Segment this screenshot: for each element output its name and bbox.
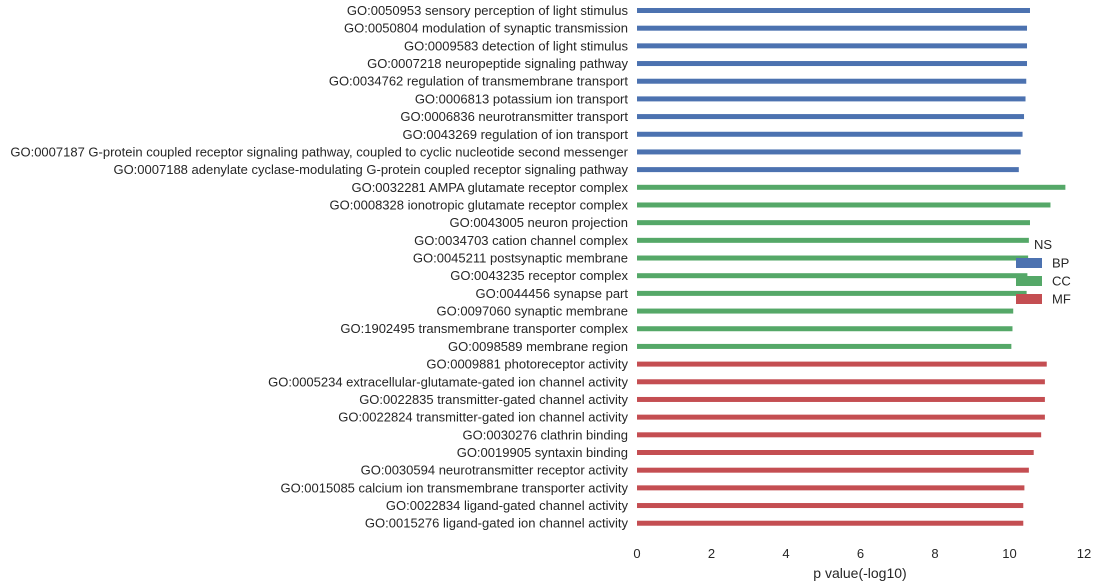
bar-mf: [637, 414, 1045, 420]
x-tick-label: 4: [782, 546, 789, 561]
category-label: GO:0034703 cation channel complex: [414, 233, 628, 248]
category-label: GO:0019905 syntaxin binding: [457, 445, 628, 460]
category-label: GO:0045211 postsynaptic membrane: [413, 251, 628, 266]
x-tick-label: 12: [1077, 546, 1091, 561]
category-label: GO:0050804 modulation of synaptic transm…: [344, 21, 628, 36]
bar-bp: [637, 96, 1026, 102]
x-tick-label: 8: [931, 546, 938, 561]
category-label: GO:0008328 ionotropic glutamate receptor…: [330, 197, 629, 212]
legend-swatch-bp: [1016, 258, 1042, 268]
x-tick-label: 6: [857, 546, 864, 561]
category-label: GO:0097060 synaptic membrane: [437, 304, 629, 319]
bar-bp: [637, 43, 1028, 49]
x-tick-label: 0: [633, 546, 640, 561]
category-label: GO:0044456 synapse part: [476, 286, 629, 301]
category-label: GO:0005234 extracellular-glutamate-gated…: [268, 374, 628, 389]
x-axis-label: p value(-log10): [813, 565, 906, 581]
bar-cc: [637, 343, 1012, 349]
category-label: GO:0015276 ligand-gated ion channel acti…: [365, 516, 629, 531]
category-label: GO:0050953 sensory perception of light s…: [347, 3, 629, 18]
category-label: GO:0098589 membrane region: [448, 339, 628, 354]
category-label: GO:0006813 potassium ion transport: [415, 91, 629, 106]
legend-title: NS: [1034, 237, 1052, 252]
category-label: GO:0043005 neuron projection: [449, 215, 628, 230]
legend-label-mf: MF: [1052, 292, 1071, 307]
category-label: GO:0043269 regulation of ion transport: [403, 127, 629, 142]
category-label: GO:0030276 clathrin binding: [462, 427, 628, 442]
legend-swatch-cc: [1016, 276, 1042, 286]
category-label: GO:0030594 neurotransmitter receptor act…: [361, 463, 629, 478]
legend-label-bp: BP: [1052, 256, 1069, 271]
bar-bp: [637, 149, 1021, 155]
category-label: GO:1902495 transmembrane transporter com…: [340, 321, 628, 336]
x-axis-ticks: 0 2 4 6 8 10 12: [633, 546, 1091, 561]
bar-cc: [637, 237, 1029, 243]
category-label: GO:0006836 neurotransmitter transport: [400, 109, 628, 124]
bar-cc: [637, 290, 1027, 296]
bar-bp: [637, 131, 1023, 137]
category-label: GO:0007188 adenylate cyclase-modulating …: [113, 162, 628, 177]
bar-mf: [637, 396, 1045, 402]
bar-bp: [637, 167, 1019, 173]
bar-mf: [637, 520, 1024, 526]
bar-mf: [637, 450, 1034, 455]
category-label: GO:0015085 calcium ion transmembrane tra…: [280, 480, 628, 495]
bar-mf: [637, 432, 1042, 438]
bar-bp: [637, 61, 1028, 67]
legend: NS BP CC MF: [1016, 237, 1071, 307]
category-label: GO:0022824 transmitter-gated ion channel…: [338, 410, 628, 425]
legend-swatch-mf: [1016, 294, 1042, 304]
category-label: GO:0022834 ligand-gated channel activity: [386, 498, 629, 513]
bar-cc: [637, 184, 1066, 190]
bar-cc: [637, 273, 1028, 279]
bar-cc: [637, 202, 1051, 208]
category-label: GO:0032281 AMPA glutamate receptor compl…: [351, 180, 628, 195]
legend-entries: BP CC MF: [1016, 256, 1071, 307]
category-label: GO:0043235 receptor complex: [450, 268, 628, 283]
bar-cc: [637, 255, 1029, 261]
category-label: GO:0034762 regulation of transmembrane t…: [329, 74, 629, 89]
bar-mf: [637, 467, 1029, 473]
category-label: GO:0009583 detection of light stimulus: [404, 38, 629, 53]
category-label: GO:0022835 transmitter-gated channel act…: [359, 392, 628, 407]
category-label: GO:0009881 photoreceptor activity: [426, 357, 628, 372]
bar-cc: [637, 220, 1030, 226]
bar-bp: [637, 8, 1030, 13]
bars-layer: [637, 8, 1066, 526]
bar-mf: [637, 503, 1024, 509]
bar-bp: [637, 25, 1028, 31]
bar-mf: [637, 379, 1045, 385]
x-tick-label: 2: [708, 546, 715, 561]
bar-cc: [637, 326, 1013, 332]
bar-bp: [637, 114, 1025, 120]
x-tick-label: 10: [1002, 546, 1016, 561]
category-label: GO:0007187 G-protein coupled receptor si…: [10, 144, 628, 159]
category-label: GO:0007218 neuropeptide signaling pathwa…: [367, 56, 628, 71]
bar-mf: [637, 361, 1047, 367]
bar-bp: [637, 78, 1027, 84]
bar-cc: [637, 308, 1014, 314]
bar-mf: [637, 485, 1025, 491]
category-labels: GO:0050953 sensory perception of light s…: [10, 3, 628, 531]
legend-label-cc: CC: [1052, 274, 1071, 289]
